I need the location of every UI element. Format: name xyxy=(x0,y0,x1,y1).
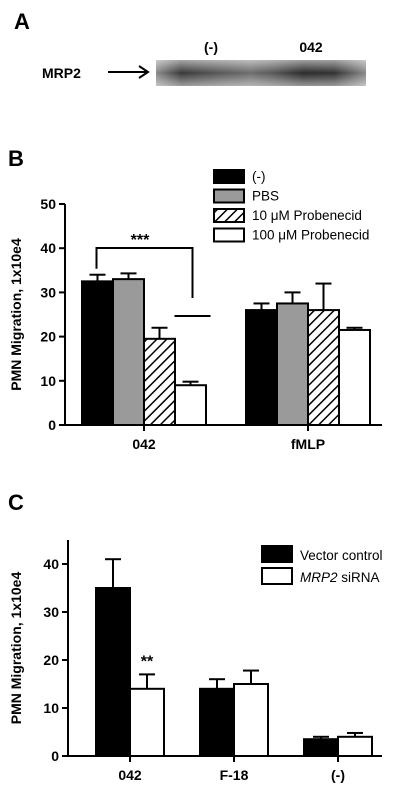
bar xyxy=(233,683,269,757)
y-tick-label: 20 xyxy=(40,329,56,345)
legend-swatch xyxy=(213,227,245,243)
x-tick-label: fMLP xyxy=(291,436,325,452)
panel-a: A (-) 042 MRP2 xyxy=(14,9,366,86)
y-tick-label: 40 xyxy=(40,240,56,256)
y-tick-label: 40 xyxy=(43,556,59,572)
bar xyxy=(112,278,145,427)
significance-bracket xyxy=(95,247,194,298)
y-tick-label: 20 xyxy=(43,652,59,668)
bar xyxy=(199,687,235,757)
arrow-icon xyxy=(108,65,150,79)
legend-label-italic: MRP2 xyxy=(300,570,338,585)
y-tick-label: 30 xyxy=(43,604,59,620)
panel-letter-a: A xyxy=(14,9,30,34)
legend-swatch xyxy=(213,188,245,204)
y-axis-label: PMN Migration, 1x10e4 xyxy=(8,572,24,725)
legend-swatch xyxy=(213,208,245,223)
x-tick-label: (-) xyxy=(331,767,345,783)
legend-label: 10 μM Probenecid xyxy=(252,208,362,223)
bar xyxy=(337,735,373,757)
bar xyxy=(129,687,165,757)
panel-c: C 0 10 20 30 40 PMN Migration, 1x10e4 042 F-18 (… xyxy=(8,490,383,783)
legend-label: 100 μM Probenecid xyxy=(252,228,369,243)
chart-b: 0 10 20 30 40 50 PMN Migration, 1x10e4 042 fMLP (… xyxy=(8,169,382,452)
y-tick-label: 0 xyxy=(48,417,56,433)
bar xyxy=(303,738,339,758)
x-tick-label: 042 xyxy=(132,436,156,452)
legend-label: Vector control xyxy=(300,548,383,563)
panel-b: B 0 10 20 30 40 50 PMN Migration, 1x10e4 042 fML… xyxy=(8,146,382,452)
protein-label-mrp2: MRP2 xyxy=(42,65,81,81)
bar xyxy=(276,302,309,427)
legend-swatch xyxy=(261,567,293,585)
lane-label-042: 042 xyxy=(299,39,323,55)
panel-letter-b: B xyxy=(8,146,24,171)
significance-label: *** xyxy=(131,232,150,249)
lane-label-negative: (-) xyxy=(204,39,218,55)
bar xyxy=(338,328,371,426)
legend-label: PBS xyxy=(252,189,279,204)
legend-label-rest: siRNA xyxy=(338,570,380,585)
chart-c: 0 10 20 30 40 PMN Migration, 1x10e4 042 F-18 (-)… xyxy=(8,540,383,783)
y-axis-label: PMN Migration, 1x10e4 xyxy=(8,238,24,391)
bar xyxy=(81,280,114,426)
y-tick-label: 10 xyxy=(40,373,56,389)
legend-label: MRP2 siRNA xyxy=(300,570,380,585)
y-tick-label: 50 xyxy=(40,196,56,212)
y-tick-label: 0 xyxy=(51,748,59,764)
legend-swatch xyxy=(213,169,245,184)
x-tick-label: F-18 xyxy=(220,767,249,783)
bar xyxy=(143,337,176,426)
legend-label: (-) xyxy=(252,169,266,184)
y-tick-label: 30 xyxy=(40,284,56,300)
panel-letter-c: C xyxy=(8,490,24,515)
x-tick-label: 042 xyxy=(118,767,142,783)
bar xyxy=(245,309,278,426)
bar xyxy=(95,587,131,757)
legend-swatch xyxy=(261,545,293,563)
y-tick-label: 10 xyxy=(43,700,59,716)
bar xyxy=(307,309,340,426)
western-blot-band xyxy=(156,60,366,86)
bar xyxy=(174,384,207,426)
significance-label: ** xyxy=(141,653,154,670)
